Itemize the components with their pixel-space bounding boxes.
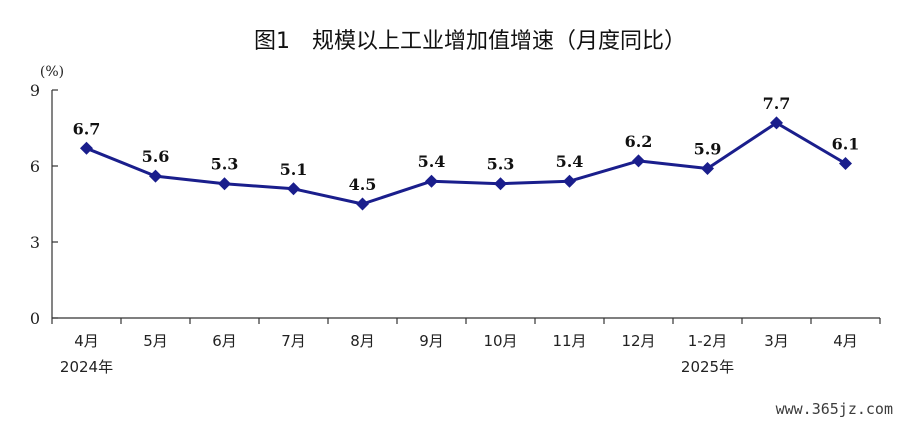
data-point-marker bbox=[839, 156, 852, 170]
data-point-marker bbox=[632, 154, 645, 168]
x-category-label: 11月 bbox=[552, 332, 586, 350]
data-point-marker bbox=[701, 162, 714, 176]
data-label: 6.1 bbox=[832, 134, 860, 153]
x-year-label: 2024年 bbox=[60, 358, 113, 376]
x-year-label: 2025年 bbox=[681, 358, 734, 376]
x-category-label: 4月 bbox=[74, 332, 99, 350]
data-point-marker bbox=[356, 197, 369, 211]
x-category-labels: 4月 5月 6月 7月 8月 9月 10月 11月 12月 1-2月 3月 4月 bbox=[74, 332, 858, 350]
data-point-markers bbox=[80, 116, 852, 211]
data-label: 7.7 bbox=[763, 94, 791, 113]
data-point-marker bbox=[287, 182, 300, 196]
data-point-marker bbox=[218, 177, 231, 191]
watermark-text: www.365jz.com bbox=[776, 400, 893, 418]
data-label: 4.5 bbox=[349, 175, 377, 194]
x-category-label: 8月 bbox=[350, 332, 375, 350]
data-label: 5.1 bbox=[280, 160, 308, 179]
data-point-marker bbox=[494, 177, 507, 191]
x-category-label: 9月 bbox=[419, 332, 444, 350]
data-point-marker bbox=[770, 116, 783, 130]
data-label: 6.2 bbox=[625, 132, 653, 151]
data-label: 6.7 bbox=[73, 119, 101, 138]
data-label: 5.6 bbox=[142, 147, 170, 166]
x-category-label: 3月 bbox=[764, 332, 789, 350]
chart-axes bbox=[51, 89, 881, 324]
data-labels: 6.7 5.6 5.3 5.1 4.5 5.4 5.3 5.4 6.2 5.9 7.7 6.1 bbox=[73, 94, 860, 194]
series-line bbox=[85, 121, 847, 206]
y-tick-label: 3 bbox=[30, 233, 40, 252]
data-label: 5.9 bbox=[694, 140, 722, 159]
y-tick-labels: 0 3 6 9 bbox=[30, 81, 40, 328]
data-label: 5.3 bbox=[211, 155, 239, 174]
x-category-label: 1-2月 bbox=[688, 332, 728, 350]
data-label: 5.4 bbox=[556, 152, 584, 171]
x-category-label: 4月 bbox=[833, 332, 858, 350]
x-category-label: 5月 bbox=[143, 332, 168, 350]
data-point-marker bbox=[80, 141, 93, 155]
data-point-marker bbox=[149, 169, 162, 183]
y-tick-label: 9 bbox=[30, 81, 40, 100]
x-category-label: 12月 bbox=[621, 332, 655, 350]
y-tick-label: 6 bbox=[30, 157, 40, 176]
data-point-marker bbox=[425, 174, 438, 188]
x-category-label: 7月 bbox=[281, 332, 306, 350]
x-year-labels: 2024年 2025年 bbox=[60, 358, 734, 376]
y-tick-label: 0 bbox=[30, 309, 40, 328]
data-label: 5.4 bbox=[418, 152, 446, 171]
y-axis-unit-label: (%) bbox=[40, 64, 64, 80]
x-category-label: 6月 bbox=[212, 332, 237, 350]
chart-title: 图1 规模以上工业增加值增速（月度同比） bbox=[254, 29, 686, 54]
data-label: 5.3 bbox=[487, 155, 515, 174]
x-category-label: 10月 bbox=[483, 332, 517, 350]
data-point-marker bbox=[563, 174, 576, 188]
